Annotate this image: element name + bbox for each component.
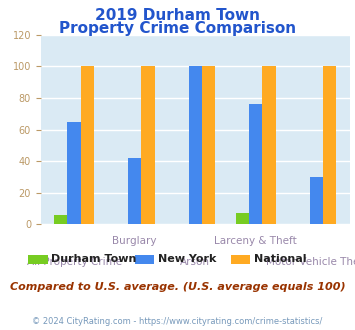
Text: Durham Town: Durham Town [51, 254, 137, 264]
Bar [310, 177, 323, 224]
Text: National: National [254, 254, 306, 264]
Bar [54, 215, 67, 224]
Text: Larceny & Theft: Larceny & Theft [214, 236, 297, 246]
Bar [128, 158, 141, 224]
Bar [323, 66, 336, 224]
Bar [236, 213, 249, 224]
Text: Property Crime Comparison: Property Crime Comparison [59, 21, 296, 36]
Text: All Property Crime: All Property Crime [27, 257, 122, 267]
Bar [67, 122, 81, 224]
Text: © 2024 CityRating.com - https://www.cityrating.com/crime-statistics/: © 2024 CityRating.com - https://www.city… [32, 317, 323, 326]
Bar [262, 66, 276, 224]
Text: Compared to U.S. average. (U.S. average equals 100): Compared to U.S. average. (U.S. average … [10, 282, 345, 292]
Text: New York: New York [158, 254, 216, 264]
Text: 2019 Durham Town: 2019 Durham Town [95, 8, 260, 23]
Bar [141, 66, 155, 224]
Text: Arson: Arson [180, 257, 210, 267]
Bar [202, 66, 215, 224]
Text: Motor Vehicle Theft: Motor Vehicle Theft [266, 257, 355, 267]
Bar [189, 66, 202, 224]
Bar [81, 66, 94, 224]
Text: Burglary: Burglary [113, 236, 157, 246]
Bar [249, 104, 262, 224]
